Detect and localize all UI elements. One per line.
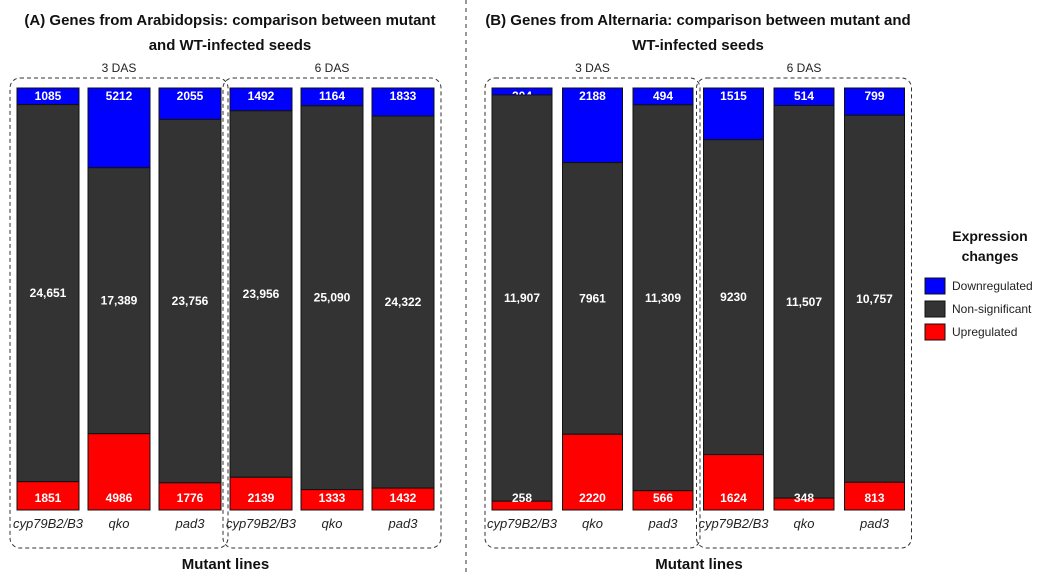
value-label: 5212 — [106, 89, 133, 103]
bar-segment — [703, 139, 764, 456]
bar-segment — [773, 105, 835, 499]
x-tick-label: pad3 — [648, 516, 679, 531]
bar-segment — [87, 167, 151, 435]
legend-swatch — [924, 277, 946, 295]
x-tick-label: pad3 — [175, 516, 206, 531]
value-label: 7961 — [579, 291, 606, 305]
value-label: 11,507 — [786, 295, 822, 309]
group-box — [484, 77, 701, 549]
value-label: 1333 — [319, 491, 346, 505]
group-label: 3 DAS — [102, 61, 137, 75]
x-tick-label: qko — [109, 516, 130, 531]
value-label: 24,651 — [30, 286, 67, 300]
x-tick-label: cyp79B2/B3 — [698, 516, 769, 531]
value-label: 25,090 — [314, 291, 351, 305]
value-label: 348 — [794, 491, 814, 505]
value-label: 799 — [864, 89, 884, 103]
value-label: 11,907 — [504, 291, 540, 305]
legend-swatch — [924, 323, 946, 341]
value-label: 1432 — [390, 491, 417, 505]
value-label: 1833 — [390, 89, 417, 103]
value-label: 2139 — [248, 491, 275, 505]
legend-label: Downregulated — [952, 279, 1033, 293]
value-label: 813 — [864, 491, 884, 505]
x-tick-label: qko — [582, 516, 603, 531]
x-tick-label: qko — [794, 516, 815, 531]
bar-segment — [16, 481, 80, 511]
x-tick-label: cyp79B2/B3 — [226, 516, 297, 531]
bar-segment — [703, 454, 764, 511]
x-tick-label: cyp79B2/B3 — [13, 516, 84, 531]
value-label: 514 — [794, 89, 814, 103]
value-label: 2220 — [579, 491, 606, 505]
value-label: 258 — [512, 491, 532, 505]
bar-segment — [16, 104, 80, 483]
group-box — [9, 77, 229, 549]
bar-segment — [562, 87, 623, 164]
x-tick-label: pad3 — [388, 516, 419, 531]
bar-segment — [844, 114, 905, 483]
x-tick-label: cyp79B2/B3 — [487, 516, 558, 531]
value-label: 24,322 — [385, 295, 422, 309]
bar-segment — [491, 94, 553, 502]
x-tick-label: pad3 — [859, 516, 890, 531]
bar-segment — [562, 162, 623, 435]
group-label: 6 DAS — [315, 61, 350, 75]
value-label: 1851 — [35, 491, 62, 505]
value-label: 23,956 — [243, 287, 280, 301]
group-label: 3 DAS — [575, 61, 610, 75]
bar-segment — [844, 481, 905, 511]
bar-segment — [229, 476, 293, 511]
bar-segment — [632, 104, 694, 492]
bar-segment — [371, 87, 435, 117]
value-label: 494 — [653, 89, 673, 103]
x-tick-label: qko — [322, 516, 343, 531]
value-label: 4986 — [106, 491, 133, 505]
legend-title: Expression changes — [952, 228, 1027, 264]
value-label: 566 — [653, 491, 673, 505]
bar-segment — [632, 490, 694, 511]
bar-segment — [87, 87, 151, 169]
bar-segment — [158, 482, 222, 511]
value-label: 2055 — [177, 89, 204, 103]
bar-segment — [562, 433, 623, 511]
bar-segment — [300, 105, 364, 491]
value-label: 9230 — [720, 290, 747, 304]
value-label: 17,389 — [101, 294, 138, 308]
group-box — [696, 77, 912, 549]
legend-swatch — [924, 300, 946, 318]
value-label: 23,756 — [172, 294, 209, 308]
bar-segment — [703, 87, 764, 141]
panel-b-title: (B) Genes from Alternaria: comparison be… — [485, 12, 911, 54]
value-label: 1164 — [319, 89, 345, 103]
value-label: 1515 — [720, 89, 747, 103]
bar-segment — [371, 487, 435, 511]
panel-a-title: (A) Genes from Arabidopsis: comparison b… — [24, 12, 436, 54]
x-axis-label: Mutant lines — [182, 556, 270, 573]
x-axis-label: Mutant lines — [655, 556, 743, 573]
bar-segment — [158, 87, 222, 120]
value-label: 10,757 — [856, 292, 893, 306]
legend-label: Non-significant — [952, 302, 1032, 316]
bar-segment — [773, 497, 835, 511]
bar-segment — [229, 110, 293, 478]
bar-segment — [371, 115, 435, 489]
value-label: 1492 — [248, 89, 275, 103]
value-label: 11,309 — [645, 291, 681, 305]
value-label: 1776 — [177, 491, 204, 505]
group-box — [222, 77, 442, 549]
bar-segment — [158, 118, 222, 484]
value-label: 1624 — [720, 491, 747, 505]
bar-segment — [844, 87, 905, 116]
bar-segment — [491, 500, 553, 511]
value-label: 2188 — [579, 89, 606, 103]
bar-segment — [87, 433, 151, 511]
bar-segment — [300, 489, 364, 511]
value-label: 1085 — [35, 89, 62, 103]
group-label: 6 DAS — [787, 61, 822, 75]
legend-label: Upregulated — [952, 325, 1017, 339]
